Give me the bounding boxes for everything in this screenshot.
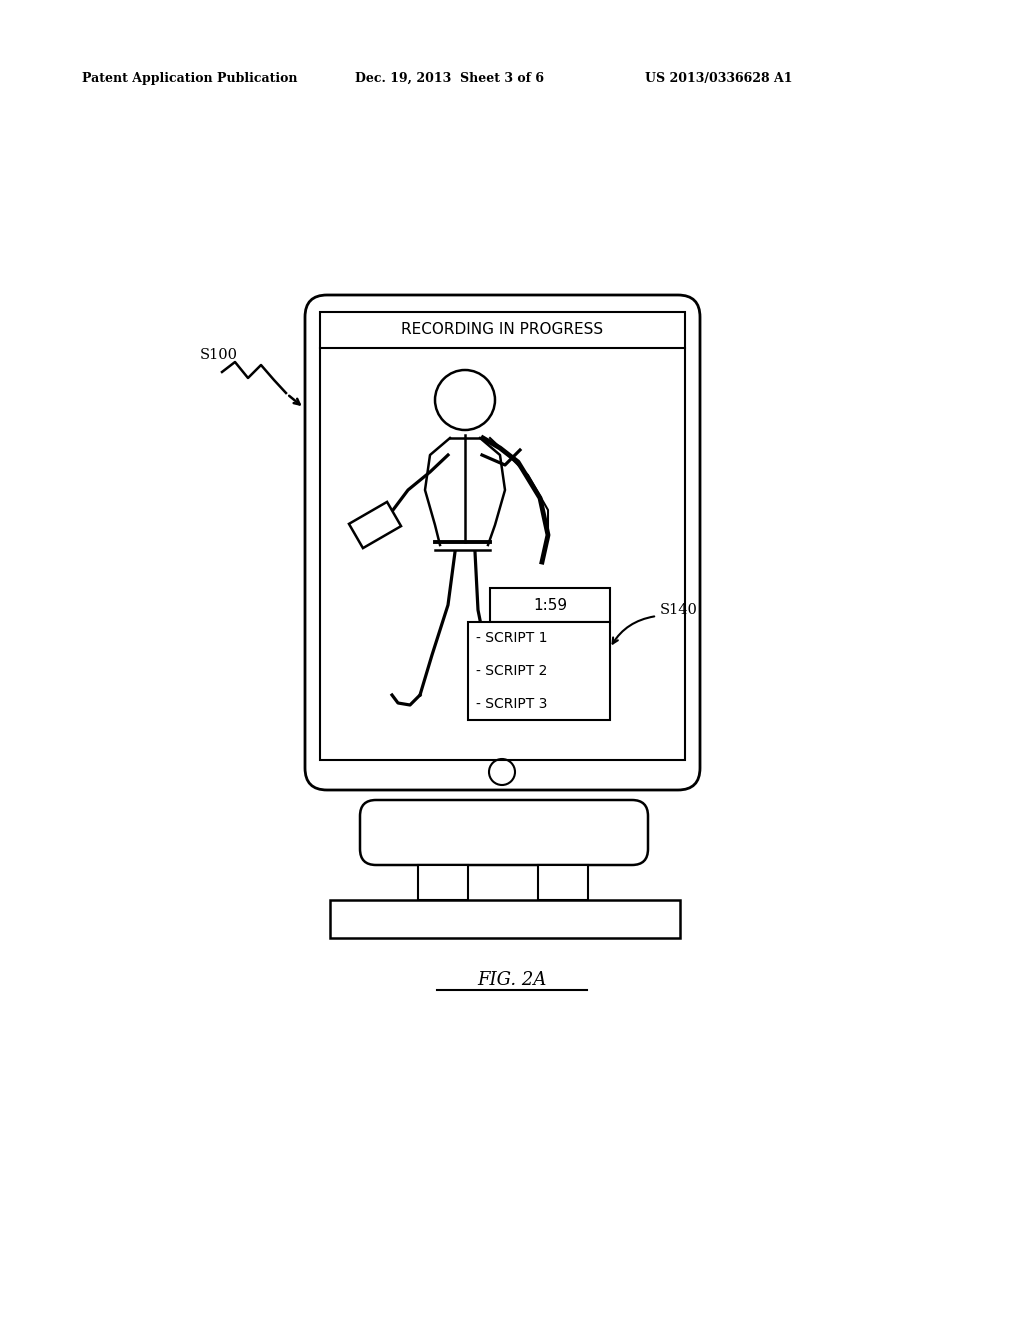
Bar <box>490 587 610 622</box>
Text: 1:59: 1:59 <box>532 598 567 612</box>
Text: S140: S140 <box>660 603 698 616</box>
FancyBboxPatch shape <box>360 800 648 865</box>
Text: Patent Application Publication: Patent Application Publication <box>82 73 298 84</box>
Text: - SCRIPT 3: - SCRIPT 3 <box>476 697 548 710</box>
Bar <box>418 865 468 900</box>
Text: RECORDING IN PROGRESS: RECORDING IN PROGRESS <box>401 322 603 338</box>
Bar <box>319 312 685 760</box>
Text: - SCRIPT 1: - SCRIPT 1 <box>476 631 548 645</box>
FancyBboxPatch shape <box>305 294 700 789</box>
Bar <box>330 900 680 939</box>
Text: US 2013/0336628 A1: US 2013/0336628 A1 <box>645 73 793 84</box>
Text: FIG. 2A: FIG. 2A <box>477 972 547 989</box>
Bar <box>538 865 588 900</box>
Text: Dec. 19, 2013  Sheet 3 of 6: Dec. 19, 2013 Sheet 3 of 6 <box>355 73 544 84</box>
Polygon shape <box>349 502 401 548</box>
Bar <box>468 622 610 719</box>
Text: S100: S100 <box>200 348 238 362</box>
Text: - SCRIPT 2: - SCRIPT 2 <box>476 664 548 678</box>
